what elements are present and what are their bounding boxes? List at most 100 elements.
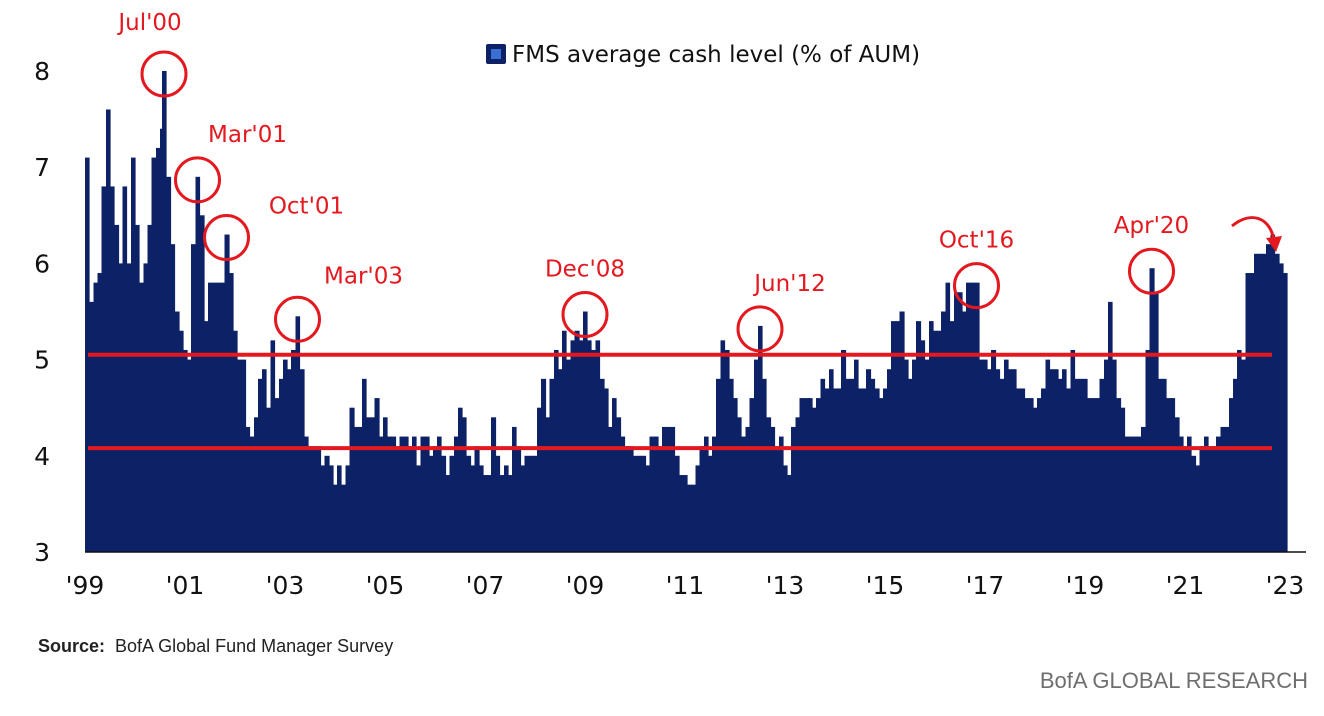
bar	[224, 234, 230, 553]
bar	[229, 273, 234, 552]
bar	[479, 465, 484, 552]
bar	[674, 455, 680, 552]
bar	[583, 311, 588, 552]
bar	[258, 378, 263, 552]
bar	[808, 398, 813, 552]
bar	[1133, 436, 1138, 552]
bar	[624, 446, 630, 552]
bar	[666, 426, 672, 552]
bar	[633, 455, 638, 552]
bar	[779, 436, 784, 552]
bar	[1141, 426, 1147, 552]
bar	[143, 263, 149, 552]
bar	[135, 224, 140, 553]
bar	[97, 273, 103, 552]
annotation-circle	[561, 291, 609, 338]
bar	[933, 330, 938, 552]
bar	[1262, 253, 1267, 552]
bar	[604, 388, 609, 552]
bar	[362, 378, 367, 552]
bar	[1124, 436, 1130, 552]
bar	[766, 417, 772, 552]
bar	[745, 426, 751, 552]
bar	[741, 436, 747, 552]
bar	[1266, 244, 1272, 552]
bar	[1095, 398, 1101, 552]
bar	[874, 388, 880, 552]
bar	[220, 282, 226, 552]
bar	[883, 388, 888, 552]
bar	[287, 369, 292, 552]
bar	[887, 369, 892, 552]
bar	[487, 475, 492, 552]
bar	[358, 426, 363, 552]
x-tick-label: '07	[466, 571, 505, 600]
y-tick-label: 7	[34, 153, 50, 182]
bar	[416, 465, 422, 552]
bar	[670, 426, 676, 552]
bar	[533, 455, 538, 552]
bar	[1037, 398, 1042, 552]
bar	[216, 282, 222, 552]
annotation-circle	[140, 50, 188, 98]
y-tick-label: 6	[34, 249, 50, 278]
bar	[449, 455, 455, 552]
bar	[549, 378, 555, 552]
bar	[966, 282, 972, 552]
bar	[1058, 378, 1063, 552]
annotation-circle	[174, 156, 221, 204]
bar	[1258, 253, 1263, 552]
bar	[1270, 234, 1276, 553]
bar	[970, 282, 976, 552]
bar	[687, 484, 692, 552]
bar	[126, 263, 132, 552]
x-tick-label: '21	[1166, 571, 1205, 600]
annotation-label: Oct'16	[939, 228, 1014, 254]
bar	[1079, 378, 1084, 552]
bar	[114, 224, 120, 553]
y-tick-label: 3	[34, 538, 50, 567]
bar	[795, 417, 801, 552]
bar	[1254, 253, 1259, 552]
bar	[754, 359, 759, 552]
x-tick-label: '09	[566, 571, 605, 600]
bar	[85, 157, 90, 552]
annotations: Jul'00 Mar'01 Oct'01 Mar'03 Dec'08 Jun'12 Oct'…	[116, 10, 1189, 353]
bar	[1220, 426, 1226, 552]
x-tick-label: '23	[1266, 571, 1305, 600]
bar	[695, 465, 701, 552]
bar	[199, 215, 205, 553]
bar	[462, 417, 467, 552]
bar	[162, 71, 167, 552]
bar	[820, 378, 826, 552]
bar	[658, 446, 663, 552]
bar	[891, 321, 897, 552]
bar	[1229, 398, 1234, 552]
bar	[712, 436, 717, 552]
bar	[879, 398, 884, 552]
bar	[1054, 369, 1059, 552]
bar	[845, 378, 851, 552]
bar	[841, 349, 847, 552]
bar	[412, 436, 417, 552]
bar	[312, 446, 317, 552]
bar	[758, 325, 763, 552]
bar	[1145, 349, 1151, 552]
bar	[520, 465, 526, 552]
bar	[495, 455, 501, 552]
bar	[1199, 446, 1205, 552]
bar	[191, 244, 197, 552]
bar	[949, 321, 955, 552]
bar	[1241, 359, 1247, 552]
bar	[824, 388, 830, 552]
bar	[237, 359, 242, 552]
bar	[295, 316, 301, 552]
bar	[110, 186, 115, 552]
bar	[1283, 273, 1288, 552]
bar	[1004, 359, 1009, 552]
bar	[1212, 446, 1217, 552]
annotation-circle	[736, 305, 784, 353]
bar	[1245, 273, 1251, 552]
source-note: Source: BofA Global Fund Manager Survey	[38, 636, 393, 657]
bar	[916, 321, 922, 552]
